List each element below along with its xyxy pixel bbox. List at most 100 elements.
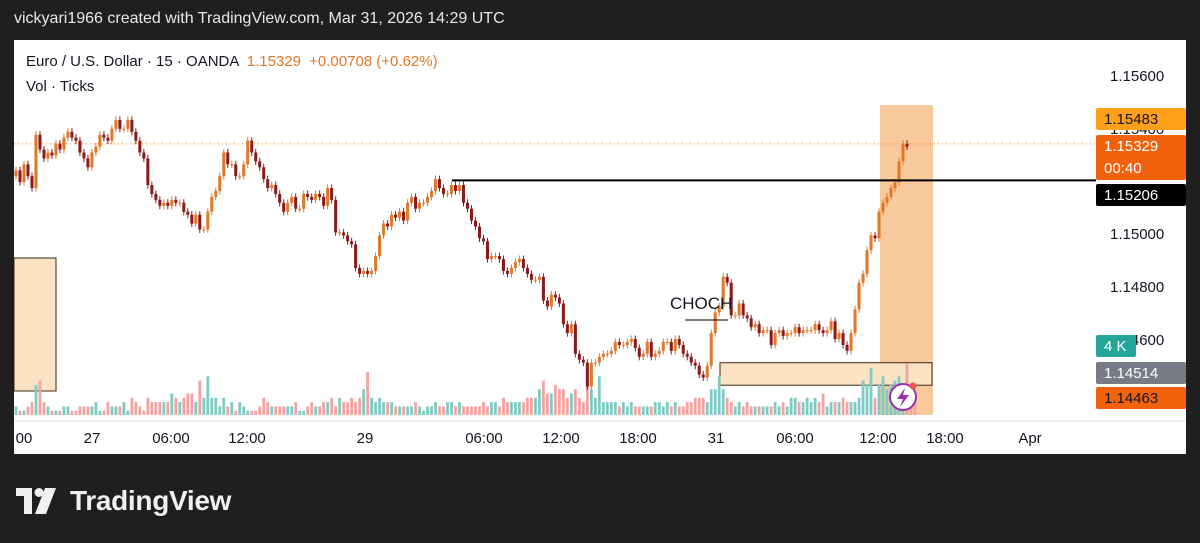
candle-body bbox=[869, 235, 873, 251]
candle bbox=[378, 231, 382, 260]
candle bbox=[449, 181, 454, 198]
candle-body bbox=[893, 182, 897, 189]
candle-layer bbox=[14, 116, 909, 390]
candle bbox=[210, 193, 214, 216]
candle-body bbox=[593, 362, 597, 364]
volume-bar bbox=[202, 397, 206, 415]
candle-body bbox=[877, 211, 881, 239]
candle-body bbox=[537, 276, 541, 280]
symbol-name: Euro / U.S. Dollar · 15 · OANDA bbox=[26, 53, 239, 70]
candle bbox=[881, 199, 885, 216]
volume-bar bbox=[430, 406, 433, 415]
x-tick-label: 06:00 bbox=[776, 430, 814, 447]
volume-bar bbox=[330, 397, 334, 415]
volume-bar bbox=[454, 406, 457, 415]
y-tick-label: 1.15000 bbox=[1110, 226, 1164, 243]
candle-body bbox=[310, 196, 314, 200]
candle-body bbox=[609, 350, 613, 354]
volume-bar bbox=[86, 406, 90, 415]
volume-bar bbox=[805, 397, 809, 415]
volume-bar bbox=[881, 376, 885, 415]
volume-bar bbox=[569, 393, 573, 415]
candle bbox=[322, 193, 326, 210]
candle-body bbox=[569, 324, 573, 334]
candle bbox=[126, 116, 130, 133]
candle-body bbox=[873, 235, 877, 239]
candle bbox=[873, 231, 877, 242]
candle-body bbox=[901, 143, 905, 162]
volume-bar bbox=[234, 410, 238, 415]
candle bbox=[529, 270, 533, 284]
candle-body bbox=[689, 356, 693, 363]
candle bbox=[673, 335, 677, 355]
price-tag-bg bbox=[1096, 184, 1186, 206]
candle-body bbox=[302, 193, 306, 209]
candle bbox=[633, 335, 637, 352]
volume-bar bbox=[130, 397, 134, 415]
volume-bar bbox=[869, 367, 873, 415]
candle bbox=[645, 338, 649, 358]
candle bbox=[258, 157, 262, 171]
candle bbox=[713, 308, 717, 337]
volume-bar bbox=[34, 384, 38, 415]
candle-body bbox=[445, 193, 450, 195]
price-tag-bg bbox=[1096, 387, 1186, 409]
volume-bar bbox=[186, 393, 190, 415]
candle bbox=[601, 350, 605, 361]
volume-bar bbox=[78, 406, 82, 415]
volume-bar bbox=[565, 397, 569, 415]
candle-body bbox=[849, 333, 853, 351]
candle bbox=[354, 240, 358, 272]
volume-bar bbox=[350, 397, 354, 415]
candle-body bbox=[753, 324, 757, 328]
candle-body bbox=[649, 341, 653, 357]
candle-body bbox=[138, 140, 142, 153]
candle-body bbox=[565, 324, 569, 334]
volume-bar bbox=[913, 397, 917, 415]
candle bbox=[789, 329, 793, 337]
candle bbox=[386, 220, 390, 231]
candle-body bbox=[90, 152, 94, 168]
candle bbox=[613, 338, 617, 355]
candle-body bbox=[857, 282, 861, 310]
demand-zone-left bbox=[14, 257, 57, 392]
candle-body bbox=[697, 365, 701, 375]
volume-bar bbox=[522, 402, 525, 415]
volume-bar bbox=[677, 406, 681, 415]
candle-body bbox=[430, 190, 434, 197]
candle-body bbox=[222, 152, 226, 177]
candle bbox=[693, 359, 697, 370]
chart-panel[interactable]: CHOCH 00 27 06:00 12:00 29 06:00 12:00 18:00 31 0… bbox=[14, 40, 1186, 454]
x-tick-label: 12:00 bbox=[228, 430, 266, 447]
chart-background-layer bbox=[14, 105, 933, 415]
volume-bar bbox=[657, 402, 661, 415]
candle bbox=[621, 341, 625, 349]
price-tag-countdown: 00:40 bbox=[1104, 160, 1142, 177]
candle bbox=[46, 148, 50, 162]
candle-body bbox=[438, 179, 442, 189]
volume-bar bbox=[781, 402, 785, 415]
candle bbox=[501, 255, 505, 275]
candle bbox=[541, 273, 545, 305]
candle-body bbox=[434, 179, 438, 191]
candle bbox=[557, 294, 561, 308]
candle-body bbox=[34, 134, 38, 189]
volume-bar bbox=[506, 402, 509, 415]
candle bbox=[701, 370, 705, 382]
volume-bar bbox=[777, 406, 781, 415]
candle-body bbox=[58, 143, 62, 150]
symbol-change: +0.00708 (+0.62%) bbox=[309, 53, 438, 70]
candle bbox=[270, 181, 274, 192]
volume-bar bbox=[102, 410, 106, 415]
candle bbox=[513, 258, 517, 272]
candle bbox=[150, 181, 154, 198]
candle-body bbox=[773, 333, 777, 345]
candle-body bbox=[721, 276, 725, 307]
volume-bar bbox=[22, 410, 26, 415]
price-chart[interactable]: CHOCH 00 27 06:00 12:00 29 06:00 12:00 18:00 31 0… bbox=[14, 40, 1186, 454]
candle bbox=[689, 353, 693, 367]
x-tick-label: Apr bbox=[1018, 430, 1041, 447]
candle-body bbox=[845, 344, 849, 351]
candle-body bbox=[130, 119, 134, 132]
candle bbox=[869, 231, 873, 254]
